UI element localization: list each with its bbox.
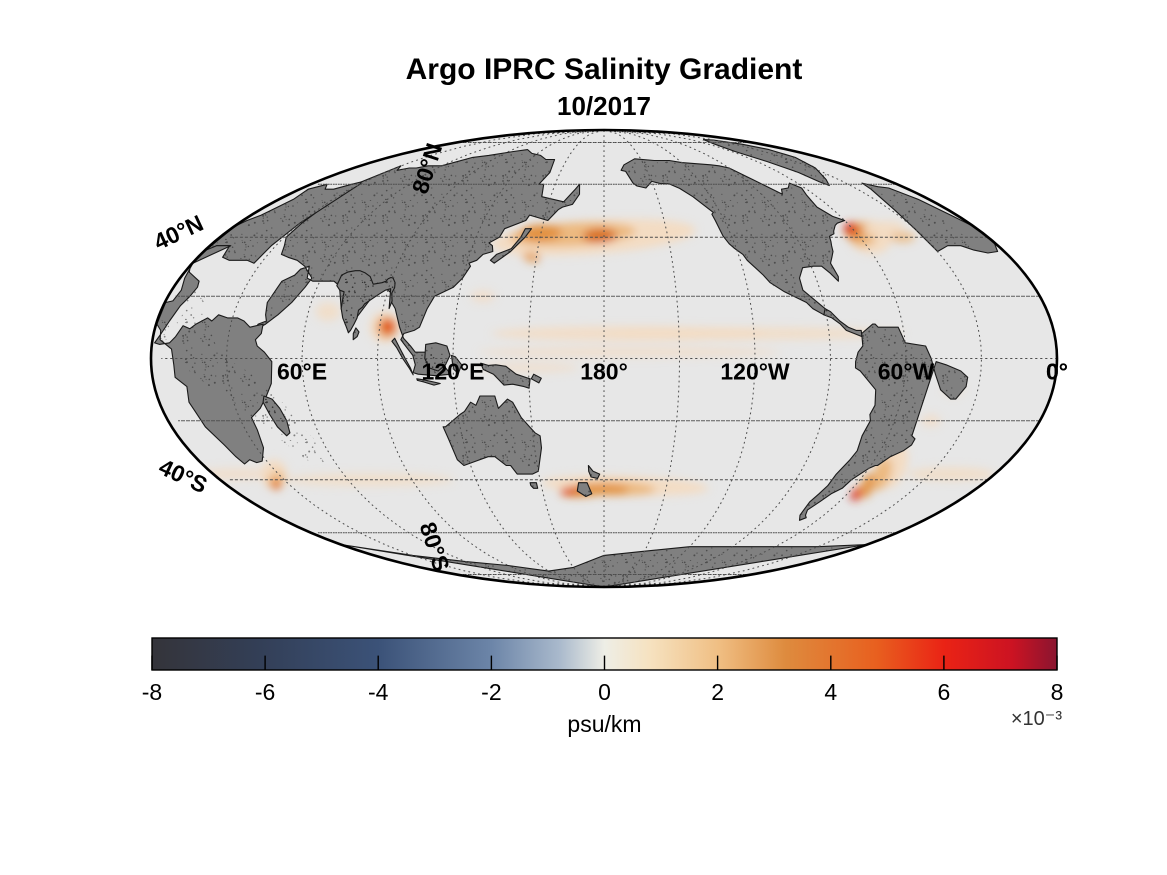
svg-text:psu/km: psu/km	[567, 711, 641, 737]
svg-text:4: 4	[824, 679, 837, 705]
svg-text:2: 2	[711, 679, 724, 705]
svg-text:-6: -6	[255, 679, 275, 705]
svg-text:60°W: 60°W	[878, 359, 935, 385]
svg-text:40°N: 40°N	[150, 210, 208, 255]
svg-text:Argo IPRC Salinity Gradient: Argo IPRC Salinity Gradient	[406, 53, 803, 86]
svg-text:×10⁻³: ×10⁻³	[1011, 708, 1062, 730]
svg-text:10/2017: 10/2017	[557, 91, 651, 121]
svg-text:8: 8	[1051, 679, 1064, 705]
svg-text:60°E: 60°E	[277, 359, 327, 385]
svg-text:120°E: 120°E	[422, 359, 485, 385]
svg-text:-4: -4	[368, 679, 389, 705]
svg-text:-8: -8	[142, 679, 162, 705]
svg-text:-2: -2	[481, 679, 501, 705]
svg-text:120°W: 120°W	[720, 359, 790, 385]
svg-text:0: 0	[598, 679, 611, 705]
svg-text:0°: 0°	[1046, 359, 1068, 385]
svg-text:6: 6	[938, 679, 951, 705]
svg-text:180°: 180°	[580, 359, 628, 385]
